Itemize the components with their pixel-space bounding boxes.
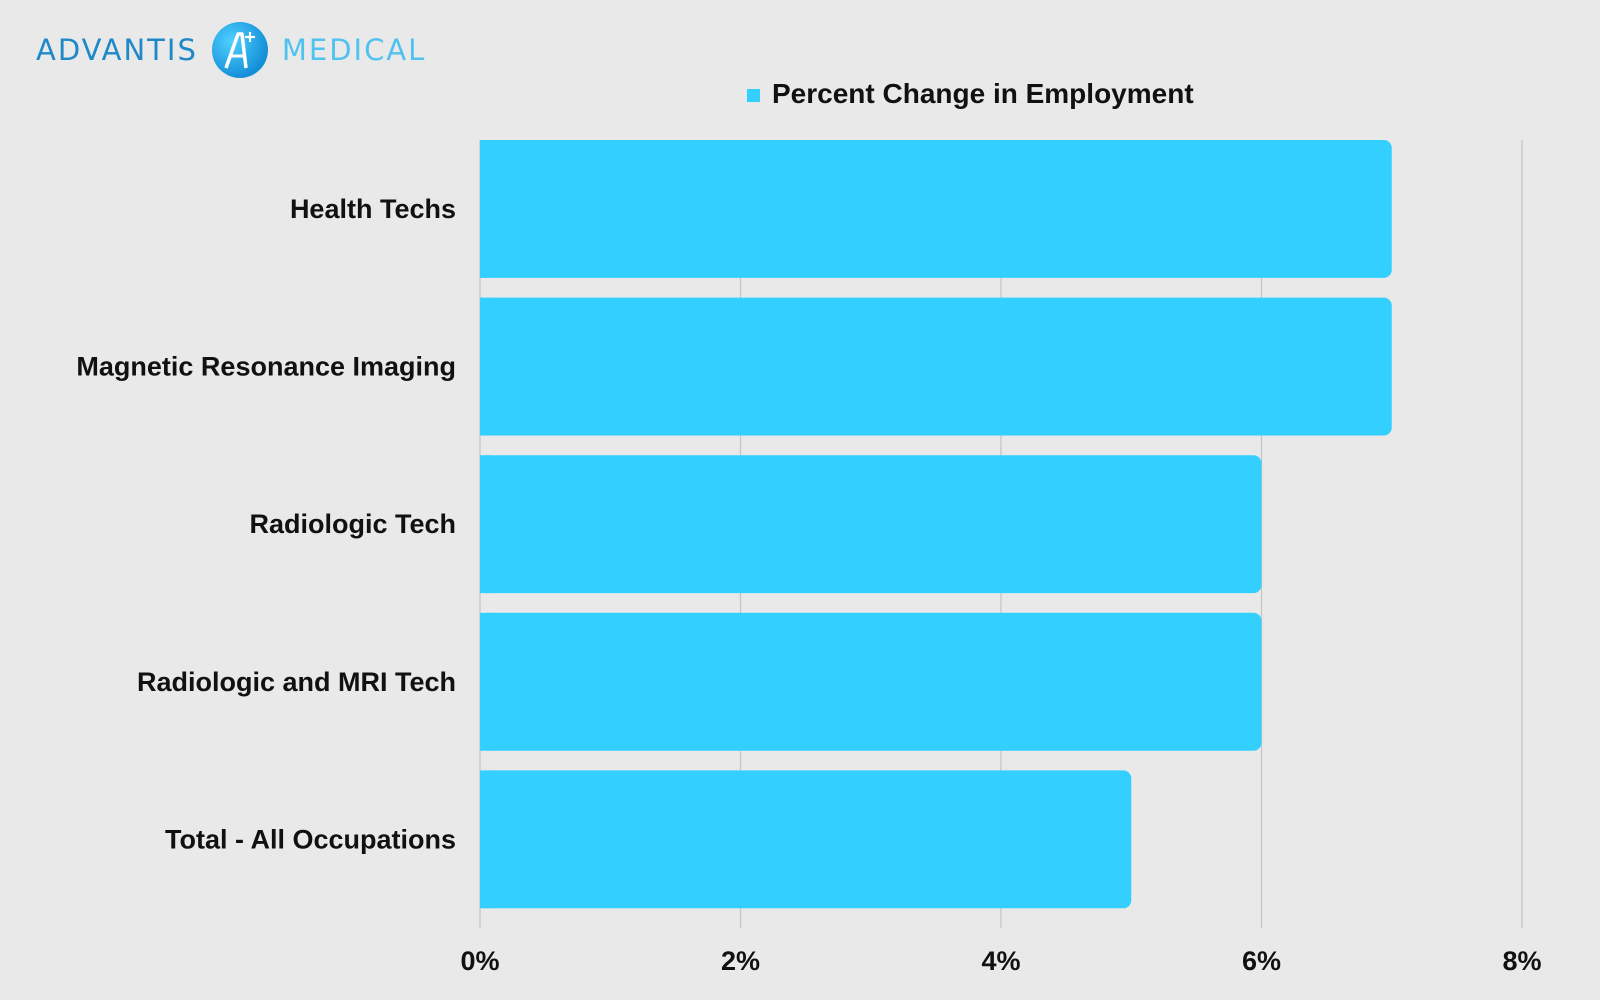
bar-0 xyxy=(480,140,1392,278)
bar-base-3 xyxy=(480,612,490,751)
category-label-2: Radiologic Tech xyxy=(249,509,456,539)
x-tick-label-3: 6% xyxy=(1242,946,1281,976)
category-label-3: Radiologic and MRI Tech xyxy=(137,667,456,697)
bar-base-4 xyxy=(480,770,490,909)
bar-2 xyxy=(480,455,1262,594)
x-axis-ticks: 0% 2% 4% 6% 8% xyxy=(460,946,1541,976)
bar-3 xyxy=(480,612,1262,751)
category-labels: Health Techs Magnetic Resonance Imaging Ra… xyxy=(76,194,456,854)
x-tick-label-0: 0% xyxy=(460,946,499,976)
category-label-4: Total - All Occupations xyxy=(165,824,456,854)
legend-swatch xyxy=(747,89,760,102)
x-tick-label-1: 2% xyxy=(721,946,760,976)
legend-label: Percent Change in Employment xyxy=(772,78,1194,109)
category-label-0: Health Techs xyxy=(290,194,456,224)
advantis-a-plus-icon xyxy=(211,22,268,78)
bar-1 xyxy=(480,297,1392,436)
x-tick-label-2: 4% xyxy=(981,946,1020,976)
bar-base-2 xyxy=(480,455,490,594)
category-label-1: Magnetic Resonance Imaging xyxy=(76,352,456,382)
legend: Percent Change in Employment xyxy=(747,78,1194,109)
logo-word-left: ADVANTIS xyxy=(36,33,198,67)
bar-base-1 xyxy=(480,297,490,436)
x-tick-label-4: 8% xyxy=(1502,946,1541,976)
bars xyxy=(480,140,1392,909)
bar-4 xyxy=(480,770,1132,909)
bar-base-0 xyxy=(480,140,490,278)
logo-word-right: MEDICAL xyxy=(281,33,427,67)
brand-logo: ADVANTIS MEDICAL xyxy=(36,18,426,82)
